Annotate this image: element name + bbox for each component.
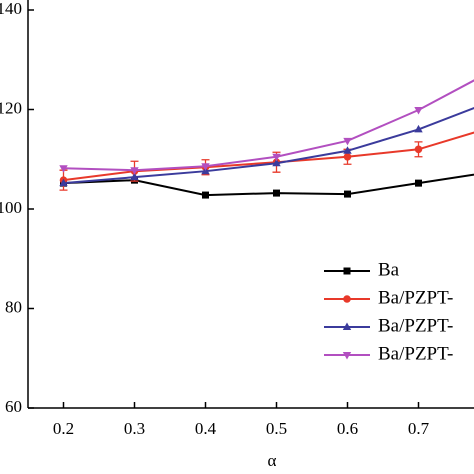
y-tick-label: 120 [0,98,22,117]
marker [272,153,281,162]
marker [130,167,139,175]
x-tick-label: 0.2 [53,419,74,438]
marker [272,158,281,167]
marker [202,191,209,199]
x-tick-label: 0.4 [195,419,217,438]
marker [343,146,352,154]
y-tick-label: 80 [5,297,22,316]
series-line [63,173,474,197]
y-tick-label: 100 [0,198,22,217]
marker [59,178,68,187]
legend-marker [343,267,351,275]
marker [415,179,422,187]
legend-marker [343,295,351,303]
marker [273,189,280,197]
legend-label: Ba [378,259,400,280]
x-tick-label: 0.5 [266,419,287,438]
marker [414,124,423,133]
legend-marker [342,352,352,360]
marker [414,145,423,154]
x-axis-label: α [268,451,277,470]
marker [201,163,210,171]
y-tick-label: 60 [5,397,22,416]
legend-label: Ba/PZPT- [378,343,453,364]
marker [343,137,352,146]
series-line [63,131,474,182]
marker [344,190,351,198]
series-line [63,106,474,185]
marker [59,165,68,173]
marker [414,106,423,115]
legend-marker [342,322,352,330]
y-tick-label: 140 [0,0,22,18]
legend-label: Ba/PZPT- [378,287,453,308]
marker [130,172,139,181]
x-tick-label: 0.3 [124,419,145,438]
x-tick-label: 0.6 [337,419,358,438]
x-tick-label: 0.7 [408,419,430,438]
marker [343,152,352,161]
legend-label: Ba/PZPT- [378,315,453,336]
series-line [63,79,474,172]
